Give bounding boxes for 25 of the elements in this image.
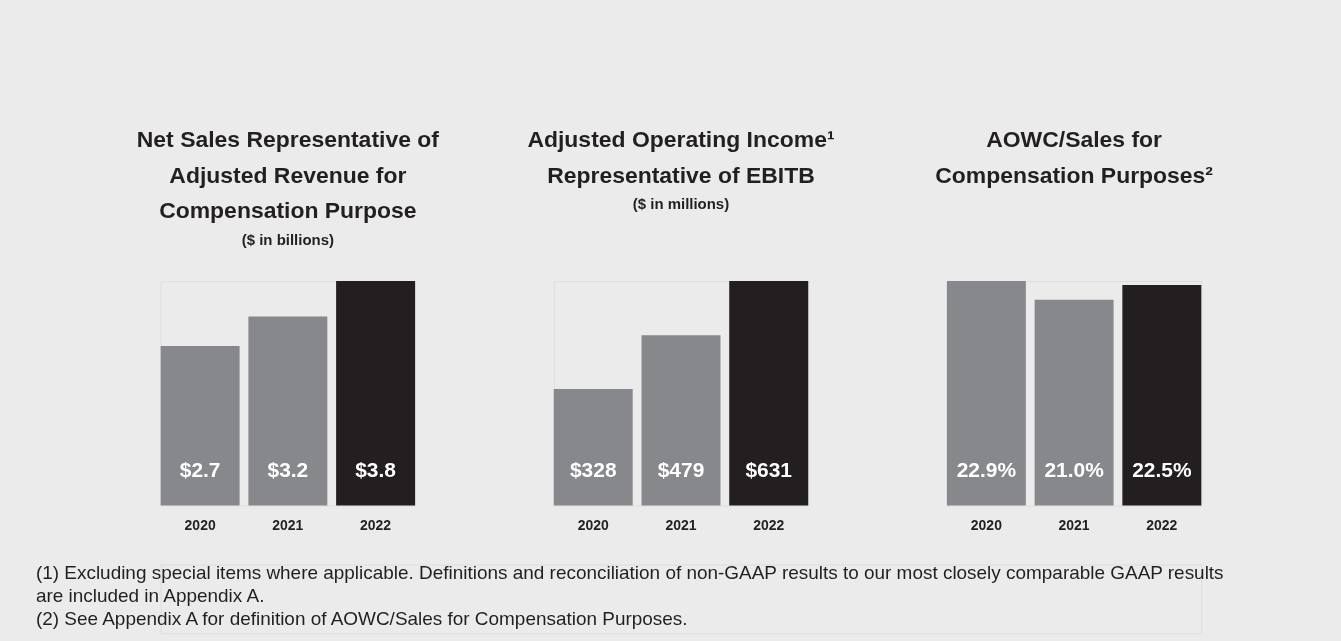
x-tick-label: 2022 <box>1146 517 1178 534</box>
data-label: $328 <box>569 457 617 481</box>
x-tick-label: 2020 <box>970 517 1003 534</box>
data-label: $3.8 <box>355 457 396 481</box>
data-label: 22.5% <box>1132 457 1192 481</box>
chart-title: Net Sales Representative of Adjusted Revenue for Compensation Purpose <box>136 126 440 224</box>
data-label: 21.0% <box>1044 457 1105 481</box>
chart-title: AOWC/Sales for Compensation Purposes² <box>935 126 1214 188</box>
x-tick-label: 2021 <box>1058 517 1090 534</box>
text: (2) See Appendix A for definition of AOWC/Sales for Compensation Purposes. <box>35 608 688 630</box>
text: (1) Excluding special items where applicable. Definitions and reconciliation of non-GAAP results to our most closely comparable GAAP results are included in Appendix A. <box>35 562 1224 607</box>
data-label: 22.9% <box>956 457 1017 481</box>
x-tick-label: 2020 <box>184 517 216 534</box>
x-tick-label: 2020 <box>577 517 609 534</box>
x-tick-label: 2021 <box>665 517 697 534</box>
x-tick-label: 2022 <box>753 517 785 534</box>
x-tick-label: 2021 <box>272 517 304 534</box>
data-label: $479 <box>657 457 705 481</box>
x-tick-label: 2022 <box>360 517 392 534</box>
chart-subtitle: ($ in millions) <box>632 195 730 213</box>
data-label: $631 <box>745 457 793 481</box>
data-label: $3.2 <box>267 457 309 481</box>
chart-subtitle: ($ in billions) <box>241 230 334 248</box>
chart-title: Adjusted Operating Income¹ Representative of EBITB <box>527 126 835 188</box>
data-label: $2.7 <box>179 457 221 481</box>
